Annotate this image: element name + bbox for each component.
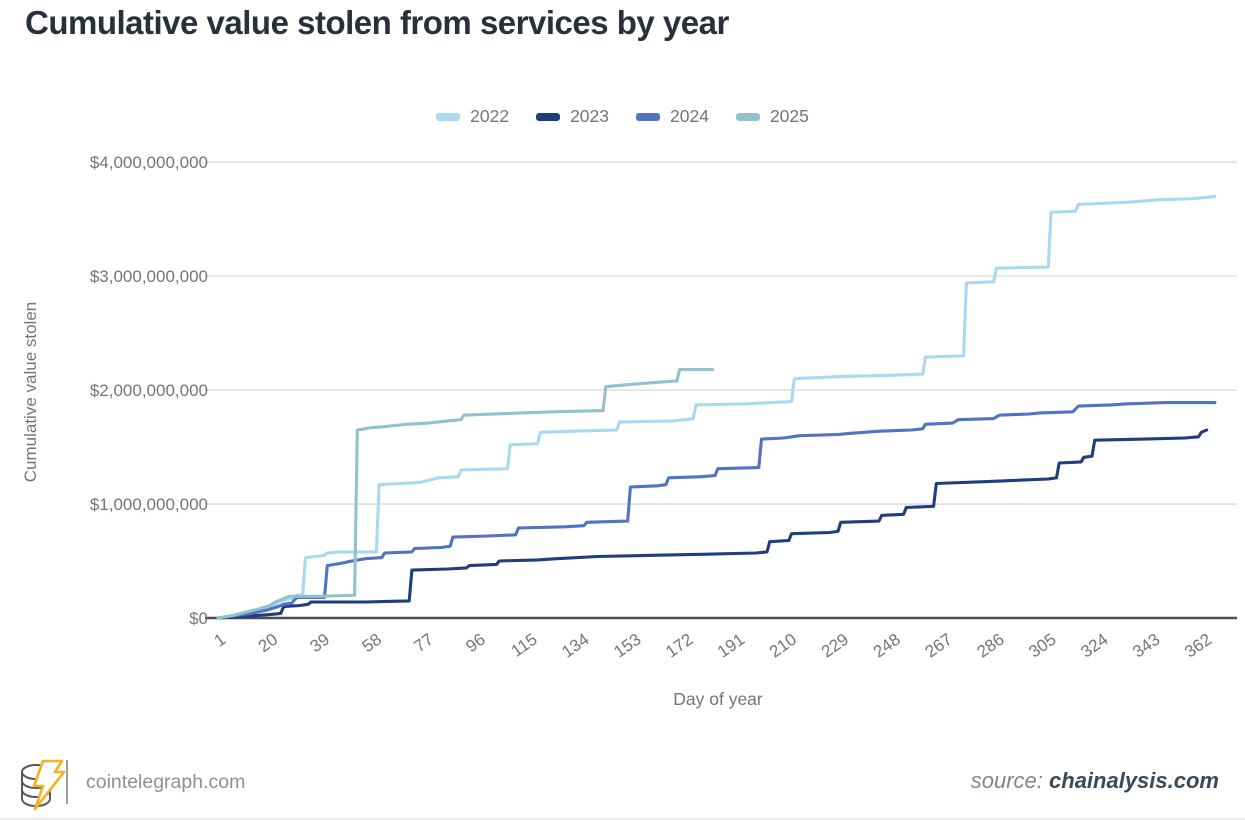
x-tick-label: 229 bbox=[818, 630, 852, 662]
legend-label-2022: 2022 bbox=[470, 106, 510, 126]
y-tick-label: $0 bbox=[189, 609, 208, 628]
x-tick-label: 172 bbox=[662, 630, 696, 662]
cointelegraph-logo-icon bbox=[21, 759, 66, 811]
source-name: chainalysis.com bbox=[1049, 768, 1219, 793]
x-tick-label: 153 bbox=[610, 630, 644, 662]
legend-swatch-2023 bbox=[536, 112, 561, 121]
x-tick-label: 39 bbox=[307, 630, 333, 656]
footer-divider bbox=[66, 760, 68, 804]
footer: cointelegraph.com source: chainalysis.co… bbox=[0, 752, 1245, 812]
legend-item-2024: 2024 bbox=[636, 106, 709, 127]
x-tick-label: 267 bbox=[922, 630, 956, 662]
x-tick-label: 362 bbox=[1181, 630, 1215, 662]
chart-legend: 2022 2023 2024 2025 bbox=[0, 106, 1245, 127]
y-tick-label: $1,000,000,000 bbox=[90, 495, 208, 514]
legend-swatch-2024 bbox=[636, 112, 660, 121]
x-tick-label: 286 bbox=[974, 630, 1008, 662]
y-tick-label: $3,000,000,000 bbox=[90, 267, 208, 286]
x-tick-label: 248 bbox=[870, 630, 904, 662]
y-tick-label: $2,000,000,000 bbox=[90, 381, 208, 400]
legend-swatch-2025 bbox=[735, 112, 760, 121]
legend-item-2023: 2023 bbox=[536, 106, 609, 127]
x-tick-label: 343 bbox=[1129, 630, 1163, 662]
x-tick-label: 134 bbox=[558, 630, 592, 662]
chart-title: Cumulative value stolen from services by… bbox=[25, 4, 729, 41]
x-tick-label: 305 bbox=[1025, 630, 1059, 662]
x-tick-label: 20 bbox=[255, 630, 281, 656]
legend-label-2025: 2025 bbox=[769, 106, 809, 126]
x-tick-label: 191 bbox=[714, 630, 748, 662]
x-tick-label: 324 bbox=[1077, 630, 1111, 662]
y-axis-title: Cumulative value stolen bbox=[21, 301, 40, 483]
x-axis-title: Day of year bbox=[673, 689, 763, 709]
legend-label-2024: 2024 bbox=[670, 106, 709, 126]
series-line-2024 bbox=[216, 401, 1217, 620]
legend-item-2022: 2022 bbox=[436, 106, 509, 127]
x-tick-label: 77 bbox=[410, 630, 436, 656]
source-prefix: source: bbox=[970, 768, 1043, 793]
footer-source: source: chainalysis.com bbox=[971, 768, 1219, 794]
x-tick-label: 210 bbox=[766, 630, 800, 662]
legend-item-2025: 2025 bbox=[735, 106, 809, 127]
footer-site-text: cointelegraph.com bbox=[86, 771, 246, 793]
legend-label-2023: 2023 bbox=[570, 106, 609, 126]
series-line-2023 bbox=[216, 428, 1209, 620]
x-tick-label: 58 bbox=[359, 630, 385, 656]
x-tick-label: 96 bbox=[462, 630, 488, 656]
x-tick-label: 1 bbox=[211, 630, 230, 651]
x-tick-label: 115 bbox=[508, 630, 541, 661]
y-tick-label: $4,000,000,000 bbox=[90, 153, 208, 172]
series-line-2025 bbox=[216, 368, 714, 620]
legend-swatch-2022 bbox=[436, 112, 461, 121]
